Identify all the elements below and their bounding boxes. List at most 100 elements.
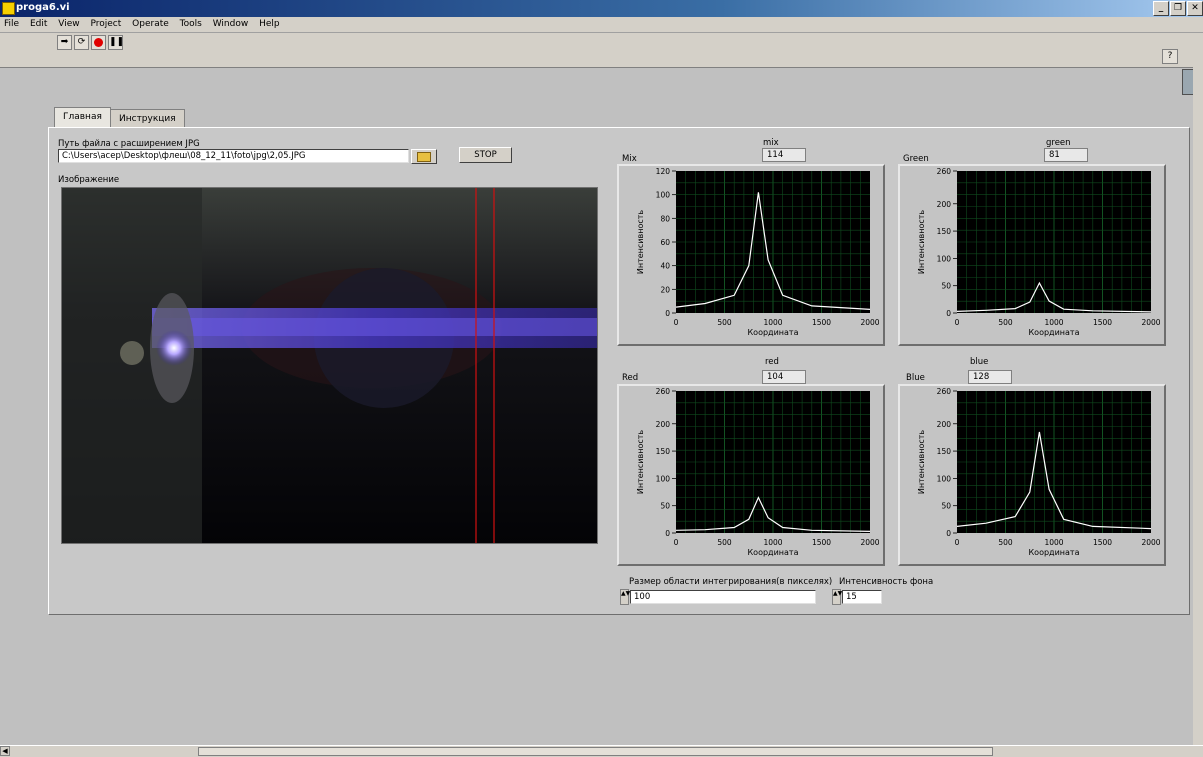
mix-y-tick-label: 80 (660, 214, 670, 223)
mix-x-tick-label: 500 (717, 318, 732, 327)
stop-button[interactable]: STOP (459, 147, 512, 163)
green-x-tick-label: 2000 (1141, 318, 1160, 327)
blue-x-tick-label: 0 (955, 538, 960, 547)
green-x-tick-label: 1500 (1093, 318, 1112, 327)
blue-y-tick-label: 260 (937, 387, 952, 396)
run-continuously-icon[interactable]: ⟳ (74, 35, 89, 50)
red-x-axis-label: Координата (748, 548, 799, 557)
window-controls: _ ❐ ✕ (1153, 1, 1203, 16)
menu-view[interactable]: View (58, 19, 80, 29)
mix-y-tick-label: 120 (656, 167, 671, 176)
menu-tools[interactable]: Tools (179, 19, 202, 29)
blue-indicator-label: blue (970, 357, 989, 367)
red-y-axis-label: Интенсивность (636, 430, 645, 495)
menu-edit[interactable]: Edit (29, 19, 48, 29)
integration-spinner[interactable]: ▲▼ (620, 589, 630, 605)
green-graph-label: Green (903, 154, 929, 164)
blue-x-tick-label: 1500 (1093, 538, 1112, 547)
horizontal-scroll-thumb[interactable] (198, 747, 993, 756)
blue-y-tick-label: 150 (937, 447, 952, 456)
red-x-tick-label: 1000 (763, 538, 782, 547)
tab-instruction[interactable]: Инструкция (110, 109, 185, 127)
blue-x-tick-label: 2000 (1141, 538, 1160, 547)
menu-file[interactable]: File (4, 19, 20, 29)
close-button[interactable]: ✕ (1187, 1, 1203, 16)
red-y-tick-label: 100 (656, 474, 671, 483)
background-label: Интенсивность фона (839, 577, 934, 587)
menu-project[interactable]: Project (90, 19, 122, 29)
green-y-axis-label: Интенсивность (917, 210, 926, 275)
green-y-tick-label: 260 (937, 167, 952, 176)
blue-y-tick-label: 100 (937, 474, 952, 483)
minimize-button[interactable]: _ (1153, 1, 1169, 16)
scroll-left-arrow-icon[interactable]: ◀ (0, 746, 10, 756)
integration-size-input[interactable]: 100 (630, 590, 816, 604)
blue-graph: 260 200 150 100 50 0 0 500 1000 1500 2000 Координат… (898, 384, 1166, 566)
mix-x-tick-label: 1000 (763, 318, 782, 327)
green-y-tick-label: 100 (937, 254, 952, 263)
abort-execution-icon[interactable] (91, 35, 106, 50)
blue-graph-label: Blue (906, 373, 925, 383)
mix-value: 114 (762, 148, 806, 162)
menu-help[interactable]: Help (259, 19, 280, 29)
mix-graph-label: Mix (622, 154, 637, 164)
red-x-tick-label: 1500 (812, 538, 831, 547)
blue-y-tick-label: 50 (941, 502, 951, 511)
red-graph-label: Red (622, 373, 639, 383)
tab-main[interactable]: Главная (54, 107, 111, 127)
blue-x-axis-label: Координата (1029, 548, 1080, 557)
toolbar: ➡ ⟳ ❚❚ ? (0, 33, 1203, 95)
blue-x-tick-label: 500 (998, 538, 1013, 547)
mix-y-tick-label: 60 (660, 238, 670, 247)
restore-button[interactable]: ❐ (1170, 1, 1186, 16)
image-display (61, 187, 598, 544)
red-indicator-label: red (765, 357, 779, 367)
window-title: proga6.vi (16, 2, 70, 13)
vertical-scrollbar[interactable] (1193, 67, 1203, 745)
red-x-tick-label: 500 (717, 538, 732, 547)
mix-x-tick-label: 0 (674, 318, 679, 327)
mix-intensity-line (675, 192, 871, 310)
red-y-tick-label: 0 (665, 529, 670, 538)
folder-icon (417, 152, 431, 162)
plasma-image (62, 188, 597, 543)
mix-graph: 120 100 80 60 40 20 0 0 500 1000 1500 2000 Координат… (617, 164, 885, 346)
red-y-tick-label: 200 (656, 420, 671, 429)
mix-y-axis-label: Интенсивность (636, 210, 645, 275)
green-y-tick-label: 200 (937, 200, 952, 209)
green-graph: 260 200 150 100 50 0 0 500 1000 1500 2000 Координат… (898, 164, 1166, 346)
mix-y-tick-label: 100 (656, 191, 671, 200)
horizontal-scrollbar[interactable]: ◀ (0, 745, 1203, 757)
browse-folder-button[interactable] (411, 149, 437, 164)
green-x-tick-label: 500 (998, 318, 1013, 327)
mix-indicator-label: mix (763, 138, 779, 148)
blue-x-tick-label: 1000 (1044, 538, 1063, 547)
integration-label: Размер области интегрирования(в пикселях… (629, 577, 833, 587)
mix-x-tick-label: 2000 (860, 318, 879, 327)
green-indicator-label: green (1046, 138, 1071, 148)
green-x-axis-label: Координата (1029, 328, 1080, 337)
red-y-tick-label: 150 (656, 447, 671, 456)
red-x-tick-label: 2000 (860, 538, 879, 547)
file-path-input[interactable]: C:\Users\acep\Desktop\флеш\08_12_11\foto… (58, 149, 409, 163)
pause-icon[interactable]: ❚❚ (108, 35, 124, 50)
help-icon[interactable]: ? (1162, 49, 1178, 64)
background-spinner[interactable]: ▲▼ (832, 589, 842, 605)
green-y-tick-label: 0 (946, 309, 951, 318)
green-value: 81 (1044, 148, 1088, 162)
red-x-tick-label: 0 (674, 538, 679, 547)
title-bar: proga6.vi _ ❐ ✕ (0, 0, 1203, 17)
menu-window[interactable]: Window (212, 19, 249, 29)
red-intensity-line (675, 496, 871, 532)
run-arrow-icon[interactable]: ➡ (57, 35, 72, 50)
blue-y-tick-label: 200 (937, 420, 952, 429)
green-y-tick-label: 150 (937, 227, 952, 236)
mix-y-tick-label: 20 (660, 285, 670, 294)
labview-app-icon (2, 2, 15, 15)
menu-operate[interactable]: Operate (132, 19, 169, 29)
background-intensity-input[interactable]: 15 (842, 590, 882, 604)
